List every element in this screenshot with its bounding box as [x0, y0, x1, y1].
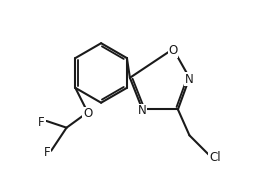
Text: Cl: Cl [209, 151, 221, 165]
Text: F: F [38, 116, 45, 129]
Text: N: N [185, 73, 194, 86]
Text: O: O [168, 44, 178, 57]
Text: O: O [83, 107, 92, 120]
Text: N: N [138, 104, 147, 118]
Text: F: F [44, 146, 51, 159]
